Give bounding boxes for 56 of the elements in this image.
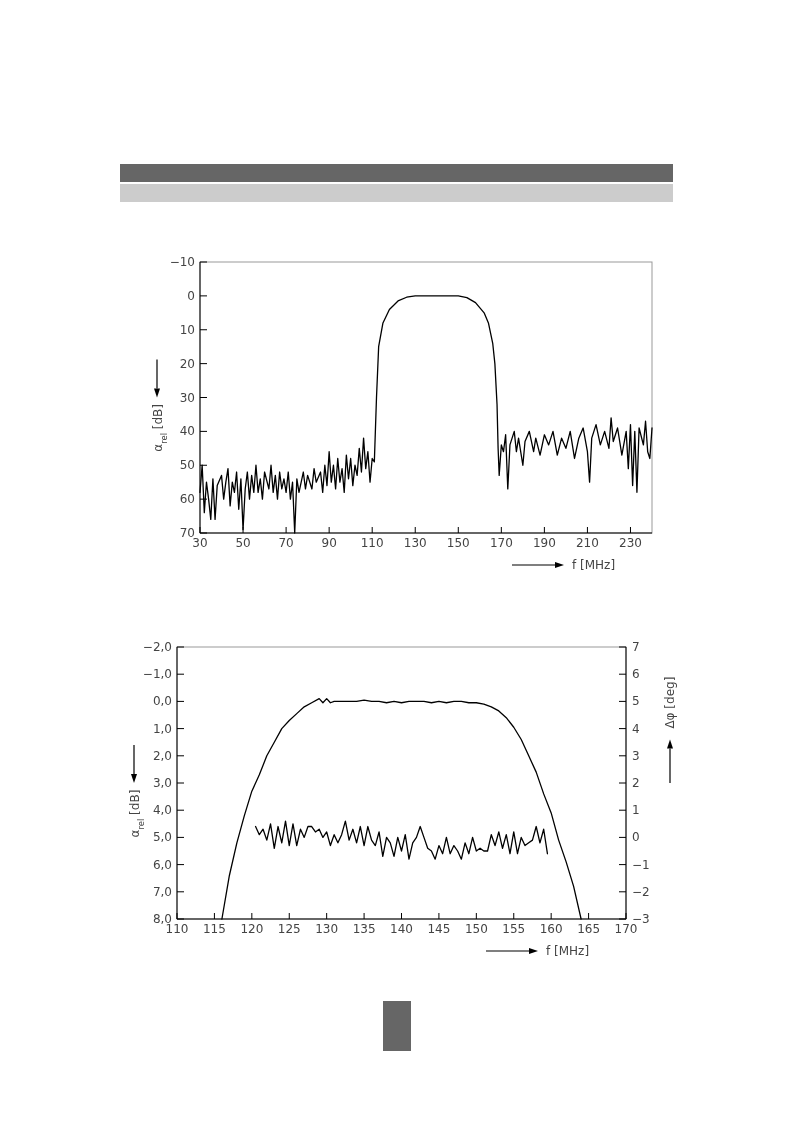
x-tick-label: 110 — [360, 536, 384, 550]
y-tick-label: 70 — [179, 526, 195, 540]
y2-tick-label: 2 — [632, 776, 640, 790]
y-tick-label: 50 — [179, 458, 195, 473]
y-tick-label: 3,0 — [152, 776, 172, 790]
y-tick-label: 2,0 — [152, 748, 172, 763]
y-tick-label: −1,0 — [142, 667, 172, 682]
x-tick-label: 90 — [321, 536, 337, 550]
y2-tick-label: 3 — [632, 748, 640, 763]
x-tick-label: 135 — [352, 922, 376, 936]
y2-tick-label: 5 — [632, 694, 640, 709]
y-tick-label: 4,0 — [152, 803, 172, 818]
y-tick-label: 0 — [187, 288, 195, 303]
y2-tick-label: 7 — [632, 640, 640, 654]
y-tick-label: −10 — [169, 255, 195, 269]
y-tick-label: 20 — [179, 356, 195, 371]
y2-axis-title: Δφ [deg] — [663, 676, 677, 729]
line-series — [254, 820, 549, 860]
x-tick-label: 190 — [532, 536, 556, 550]
y-tick-label: 30 — [179, 390, 195, 405]
y2-tick-label: 4 — [632, 721, 640, 736]
x-tick-label: 115 — [202, 922, 226, 936]
y-tick-label: 7,0 — [152, 884, 172, 899]
x-tick-label: 210 — [575, 536, 599, 550]
x-tick-label: 155 — [502, 922, 526, 936]
x-axis-title: f [MHz] — [572, 558, 616, 572]
y2-tick-label: 0 — [632, 830, 640, 845]
x-tick-label: 30 — [192, 536, 208, 550]
y-tick-label: 40 — [179, 424, 195, 439]
x-tick-label: 50 — [235, 536, 251, 550]
y-tick-label: 10 — [179, 322, 195, 337]
x-tick-label: 230 — [619, 536, 642, 550]
x-tick-label: 130 — [315, 922, 339, 936]
y-tick-label: 6,0 — [152, 857, 172, 872]
x-tick-label: 165 — [577, 922, 601, 936]
y2-tick-label: 1 — [632, 803, 640, 818]
x-tick-label: 130 — [403, 536, 427, 550]
x-tick-label: 70 — [278, 536, 294, 550]
y2-tick-label: −1 — [632, 857, 650, 872]
x-tick-label: 170 — [489, 536, 513, 550]
x-tick-label: 120 — [240, 922, 264, 936]
y2-tick-label: −2 — [632, 884, 650, 899]
y-tick-label: 0,0 — [152, 694, 172, 709]
y-tick-label: 5,0 — [152, 830, 172, 845]
x-tick-label: 140 — [390, 922, 413, 936]
x-tick-label: 110 — [165, 922, 189, 936]
x-tick-label: 145 — [427, 922, 451, 936]
x-axis-title: f [MHz] — [546, 944, 590, 958]
x-tick-label: 125 — [277, 922, 301, 936]
y2-tick-label: 6 — [632, 667, 640, 682]
y-tick-label: 1,0 — [152, 721, 172, 736]
x-tick-label: 150 — [464, 922, 488, 936]
x-tick-label: 150 — [446, 536, 470, 550]
x-tick-label: 160 — [539, 922, 563, 936]
y-tick-label: 60 — [179, 492, 195, 507]
y-tick-label: −2,0 — [142, 640, 172, 654]
